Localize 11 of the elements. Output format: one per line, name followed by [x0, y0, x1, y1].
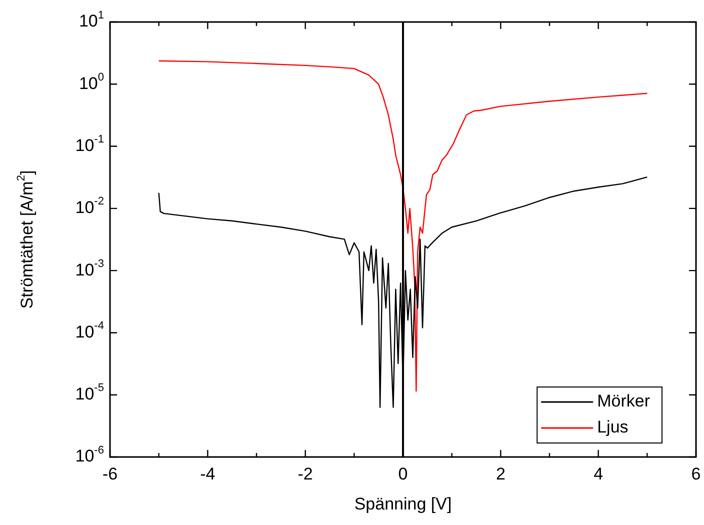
x-tick-label: -2 [298, 464, 313, 484]
x-tick-label: 4 [594, 464, 604, 484]
legend-label: Ljus [597, 418, 628, 437]
y-axis-title: Strömtäthet [A/m2] [15, 170, 37, 309]
x-tick-label: -6 [102, 464, 118, 484]
legend-label: Mörker [597, 392, 650, 411]
x-tick-label: 2 [496, 464, 506, 484]
x-tick-label: 6 [691, 464, 701, 484]
x-tick-label: -4 [200, 464, 216, 484]
x-axis-title: Spänning [V] [354, 494, 452, 514]
x-tick-label: 0 [398, 464, 408, 484]
